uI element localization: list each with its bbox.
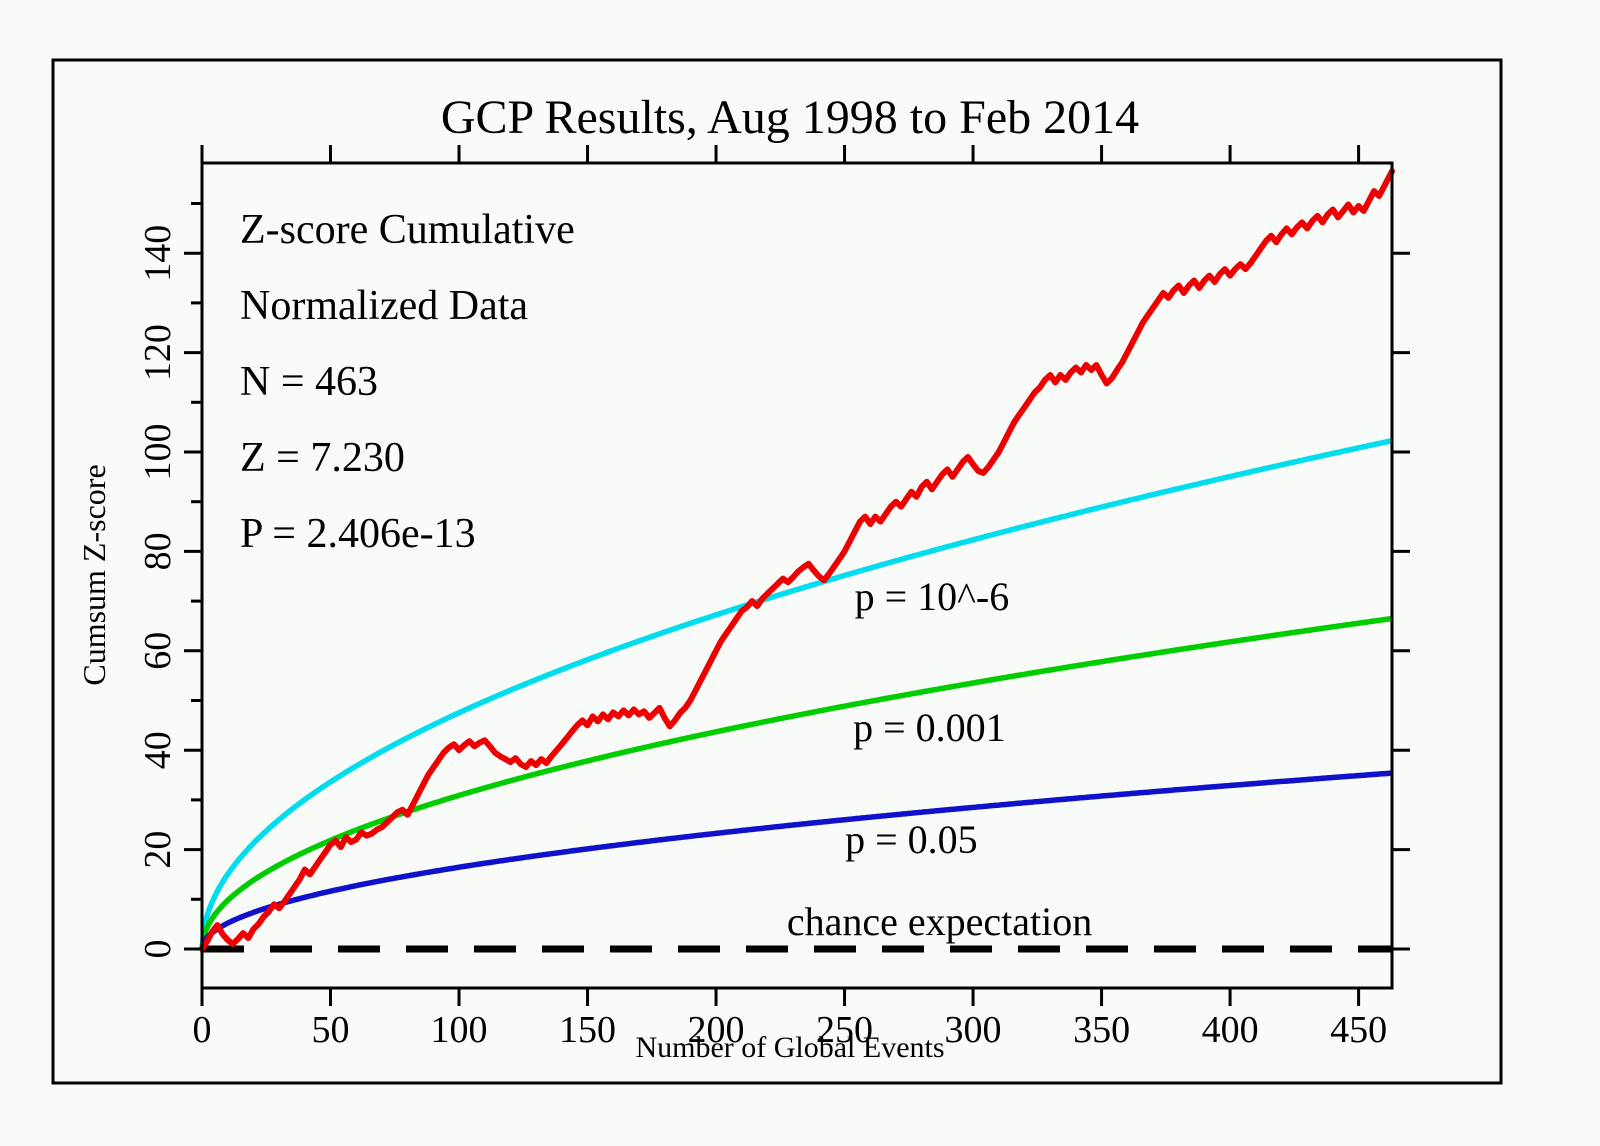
x-tick-label: 300 — [945, 1009, 1002, 1051]
annotation-z-value: Z = 7.230 — [240, 435, 405, 481]
y-tick-label: 0 — [137, 940, 179, 959]
annotation-n-value: N = 463 — [240, 359, 378, 405]
x-tick-label: 450 — [1330, 1009, 1387, 1051]
envelope-p106-line — [199, 437, 1393, 950]
y-tick-label: 120 — [137, 324, 179, 381]
outer-border — [51, 58, 1503, 1085]
x-tick-label: 250 — [816, 1009, 873, 1051]
y-tick-label: 40 — [137, 731, 179, 769]
x-tick-label: 0 — [193, 1009, 212, 1051]
red-cumulative-line — [199, 168, 1395, 952]
x-tick-label: 350 — [1073, 1009, 1130, 1051]
x-axis-title: Number of Global Events — [635, 1031, 944, 1064]
chance-expectation-label: chance expectation — [787, 899, 1092, 944]
y-axis-title: Cumsum Z-score — [76, 464, 112, 685]
chart-title: GCP Results, Aug 1998 to Feb 2014 — [441, 91, 1139, 144]
y-tick-label: 100 — [137, 424, 179, 481]
y-tick-label: 60 — [137, 632, 179, 670]
x-tick-label: 100 — [431, 1009, 488, 1051]
annotation-p-value: P = 2.406e-13 — [240, 511, 476, 557]
x-tick-label: 200 — [688, 1009, 745, 1051]
x-tick-label: 50 — [312, 1009, 350, 1051]
envelope-p10e-6-label: p = 10^-6 — [855, 574, 1010, 619]
plot-frame — [200, 161, 1394, 990]
annotation-normalized-data: Normalized Data — [240, 283, 528, 329]
y-tick-label: 140 — [137, 225, 179, 282]
envelope-p005-line — [199, 770, 1393, 950]
y-tick-label: 80 — [137, 532, 179, 570]
annotation-zscore-cumulative: Z-score Cumulative — [240, 207, 575, 253]
envelope-p0001-label: p = 0.001 — [853, 705, 1006, 750]
x-tick-label: 400 — [1202, 1009, 1259, 1051]
stats-annotations: Z-score Cumulative Normalized Data N = 4… — [240, 207, 575, 557]
x-tick-label: 150 — [559, 1009, 616, 1051]
envelope-p005-label: p = 0.05 — [845, 817, 978, 862]
y-tick-label: 20 — [137, 831, 179, 869]
